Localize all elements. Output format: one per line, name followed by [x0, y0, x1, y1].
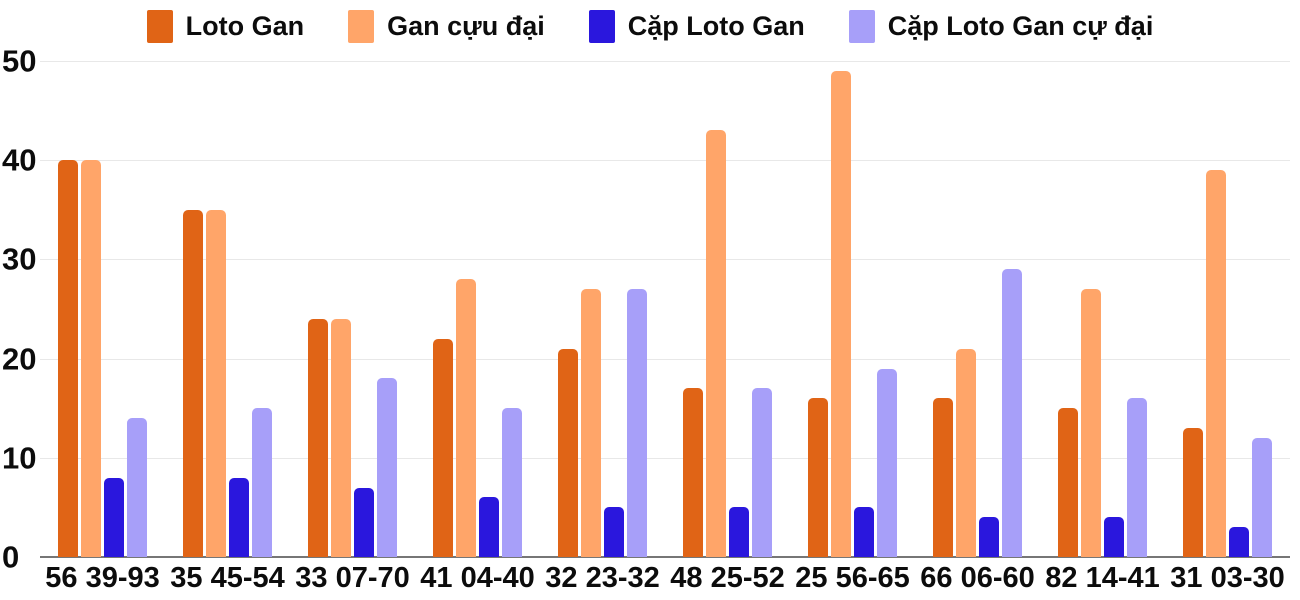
- bar-group: [790, 61, 915, 557]
- legend-item-3: Cặp Loto Gan cự đại: [848, 10, 1154, 43]
- y-axis: 0 10 20 30 40 50: [2, 46, 42, 573]
- bar[interactable]: [1127, 398, 1147, 557]
- bar[interactable]: [1183, 428, 1203, 557]
- gridline: [40, 358, 1290, 360]
- bar[interactable]: [979, 517, 999, 557]
- legend-item-2: Cặp Loto Gan: [588, 10, 805, 43]
- bar[interactable]: [627, 289, 647, 557]
- y-tick-label: 0: [2, 539, 20, 575]
- bar-group: [1165, 61, 1290, 557]
- bar[interactable]: [854, 507, 874, 557]
- bar[interactable]: [558, 348, 578, 557]
- bar[interactable]: [1002, 269, 1022, 557]
- bar[interactable]: [1081, 289, 1101, 557]
- bar[interactable]: [354, 487, 374, 557]
- bar-group: [415, 61, 540, 557]
- legend-swatch-icon: [848, 10, 875, 43]
- y-tick-label: 30: [2, 241, 37, 277]
- bar[interactable]: [752, 388, 772, 557]
- bar[interactable]: [377, 378, 397, 557]
- bar-group: [40, 61, 165, 557]
- x-category-label: 56 39-93: [45, 562, 160, 594]
- bar[interactable]: [956, 348, 976, 557]
- x-category-label: 35 45-54: [170, 562, 285, 594]
- bar-group: [1040, 61, 1165, 557]
- bar[interactable]: [581, 289, 601, 557]
- x-category-label: 32 23-32: [545, 562, 660, 594]
- y-tick-label: 50: [2, 43, 37, 79]
- x-axis-baseline: [40, 556, 1290, 558]
- bar[interactable]: [1058, 408, 1078, 557]
- x-category-label: 48 25-52: [670, 562, 785, 594]
- bar[interactable]: [683, 388, 703, 557]
- gridline: [40, 61, 1290, 62]
- x-axis: 56 39-93 35 45-54 33 07-70 41 04-40 32 23-32…: [40, 562, 1290, 595]
- bar[interactable]: [81, 160, 101, 557]
- legend-swatch-icon: [146, 10, 173, 43]
- bar[interactable]: [331, 318, 351, 557]
- bar[interactable]: [1104, 517, 1124, 557]
- x-category-label: 31 03-30: [1170, 562, 1285, 594]
- bar-group: [290, 61, 415, 557]
- bar[interactable]: [183, 209, 203, 557]
- bar[interactable]: [604, 507, 624, 557]
- x-category-label: 25 56-65: [795, 562, 910, 594]
- x-category-label: 33 07-70: [295, 562, 410, 594]
- bar[interactable]: [933, 398, 953, 557]
- bar[interactable]: [831, 70, 851, 557]
- bar-group: [165, 61, 290, 557]
- bar[interactable]: [877, 368, 897, 557]
- gridline: [40, 160, 1290, 162]
- legend-item-1: Gan cựu đại: [348, 10, 545, 43]
- bar[interactable]: [229, 477, 249, 557]
- bar-group: [540, 61, 665, 557]
- gridline: [40, 259, 1290, 261]
- y-tick-label: 20: [2, 341, 37, 377]
- bar[interactable]: [104, 477, 124, 557]
- legend-label: Gan cựu đại: [387, 11, 545, 41]
- bar-group: [665, 61, 790, 557]
- bar[interactable]: [706, 130, 726, 557]
- bar[interactable]: [479, 497, 499, 557]
- gridline: [40, 457, 1290, 459]
- legend-label: Loto Gan: [185, 11, 305, 41]
- bar[interactable]: [1252, 437, 1272, 557]
- x-category-label: 41 04-40: [420, 562, 535, 594]
- legend-label: Cặp Loto Gan: [627, 11, 805, 41]
- bar[interactable]: [206, 209, 226, 557]
- plot-area: [40, 61, 1290, 558]
- bar[interactable]: [502, 408, 522, 557]
- bar[interactable]: [1206, 170, 1226, 557]
- x-category-label: 66 06-60: [920, 562, 1035, 594]
- bar[interactable]: [433, 338, 453, 557]
- y-tick-label: 10: [2, 440, 37, 476]
- bar-groups: [40, 61, 1290, 557]
- bar[interactable]: [252, 408, 272, 557]
- y-tick-label: 40: [2, 142, 37, 178]
- bar-group: [915, 61, 1040, 557]
- bar[interactable]: [456, 279, 476, 557]
- legend-item-0: Loto Gan: [146, 10, 305, 43]
- chart-legend: Loto Gan Gan cựu đại Cặp Loto Gan Cặp Loto …: [0, 10, 1300, 43]
- bar[interactable]: [1229, 527, 1249, 557]
- legend-swatch-icon: [348, 10, 375, 43]
- bar[interactable]: [729, 507, 749, 557]
- bar[interactable]: [308, 318, 328, 557]
- bar[interactable]: [808, 398, 828, 557]
- legend-swatch-icon: [588, 10, 615, 43]
- bar[interactable]: [127, 418, 147, 557]
- legend-label: Cặp Loto Gan cự đại: [887, 11, 1154, 41]
- bar[interactable]: [58, 160, 78, 557]
- x-category-label: 82 14-41: [1045, 562, 1160, 594]
